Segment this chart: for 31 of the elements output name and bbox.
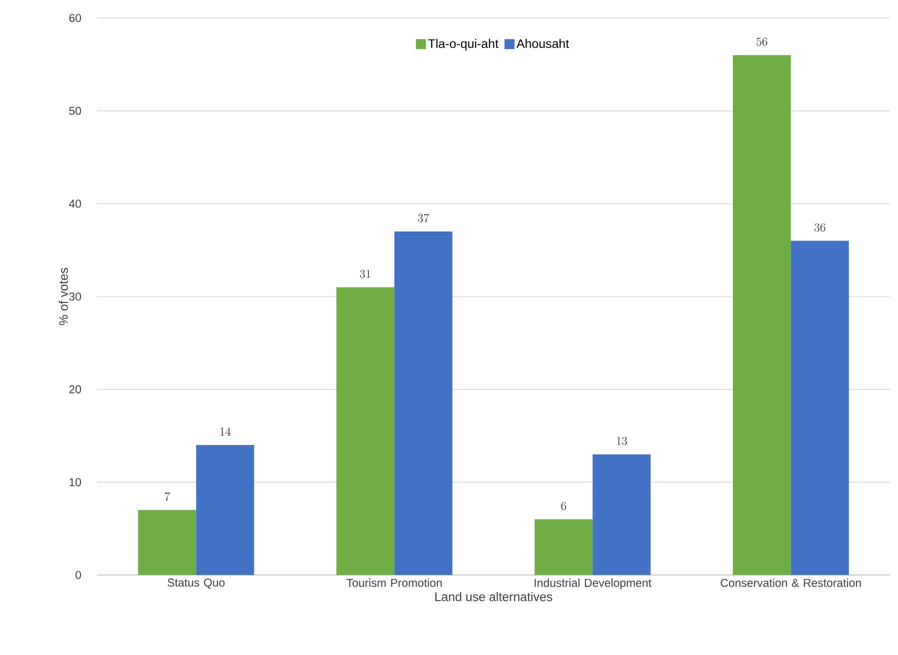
x-tick-label: Tourism Promotion <box>346 578 442 587</box>
data-label: 36 <box>814 223 826 232</box>
bar <box>336 287 394 575</box>
bar <box>592 454 651 575</box>
bar <box>394 232 452 575</box>
y-tick-label: 60 <box>69 14 82 22</box>
data-label: 6 <box>561 502 566 510</box>
y-tick-label: 50 <box>69 106 82 115</box>
x-tick-label: Status Quo <box>168 578 225 589</box>
bar <box>534 519 593 575</box>
y-tick-label: 20 <box>69 385 82 394</box>
bar <box>138 510 196 575</box>
y-tick-label: 40 <box>69 200 82 208</box>
bar <box>196 445 254 575</box>
data-label: 13 <box>616 436 627 446</box>
bar <box>790 240 849 575</box>
y-tick-label: 0 <box>76 570 82 580</box>
x-tick-label: Conservation & Restoration <box>720 578 861 587</box>
y-tick-label: 10 <box>70 478 82 486</box>
y-tick-label: 30 <box>69 292 82 301</box>
y-axis-title: % of votes <box>58 268 68 326</box>
x-tick-label: Industrial Development <box>534 578 652 590</box>
legend-label: Tla-o-qui-aht <box>428 38 498 50</box>
data-label: 7 <box>164 492 170 501</box>
data-label: 31 <box>360 270 370 278</box>
data-label: 56 <box>756 38 768 46</box>
bar <box>732 55 791 575</box>
data-label: 14 <box>220 427 231 436</box>
x-axis-title: Land use alternatives <box>435 592 552 602</box>
legend-label: Ahousaht <box>516 38 570 48</box>
data-label: 37 <box>418 214 430 222</box>
